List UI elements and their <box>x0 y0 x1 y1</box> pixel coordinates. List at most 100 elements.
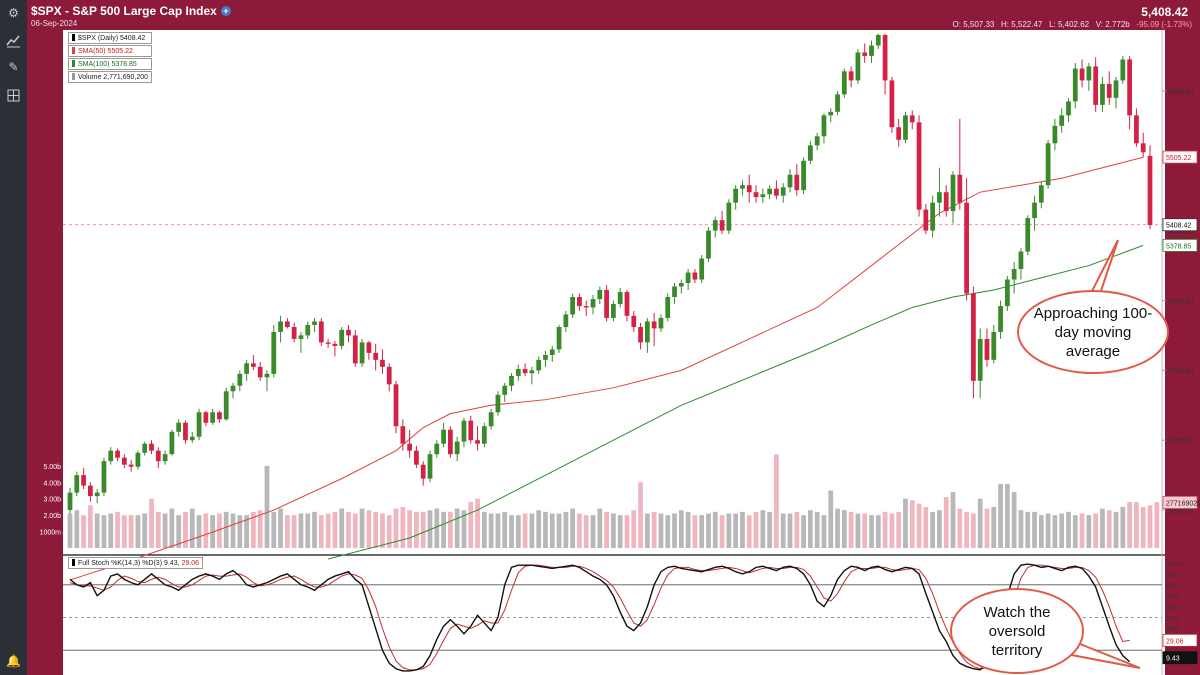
candle-body <box>787 174 793 188</box>
volume-bar <box>760 510 766 548</box>
volume-bar <box>108 513 114 548</box>
candle-body <box>984 338 990 360</box>
stoch-k-marker-box <box>1162 651 1198 665</box>
candle-body <box>461 420 467 442</box>
candle-body <box>1079 68 1085 81</box>
candle-body <box>692 272 698 280</box>
ohlc-readout: O: 5,507.33 H: 5,522.47 L: 5,402.62 V: 2… <box>953 20 1192 29</box>
tools-icon[interactable]: ✎ <box>8 60 19 74</box>
candle-body <box>169 431 175 455</box>
candle-body <box>672 286 677 297</box>
volume-bar <box>814 511 820 548</box>
ohlc-low: L: 5,402.62 <box>1049 20 1090 29</box>
volume-bar <box>481 511 487 548</box>
volume-bar <box>903 498 908 548</box>
volume-bar <box>821 515 827 548</box>
legend-volume: Volume 2,771,690,200 <box>68 71 153 83</box>
candle-body <box>373 352 379 360</box>
candle-body <box>74 475 80 493</box>
candle-body <box>699 258 705 280</box>
candle-body <box>203 412 209 423</box>
candle-body <box>291 327 297 339</box>
candle-body <box>835 94 840 112</box>
volume-bar <box>475 498 480 548</box>
candle-body <box>998 306 1003 332</box>
candle-body <box>658 317 664 329</box>
callout-sma: Approaching 100-day moving average <box>1017 290 1169 374</box>
volume-bar <box>1072 515 1078 548</box>
volume-bar <box>665 515 671 548</box>
candle-body <box>746 185 752 193</box>
volume-bar <box>1134 502 1139 548</box>
candle-body <box>230 385 236 392</box>
candle-body <box>502 385 508 395</box>
volume-bar <box>658 513 664 548</box>
settings-icon[interactable]: ⚙ <box>8 6 19 20</box>
volume-bar <box>855 513 861 548</box>
ohlc-open: O: 5,507.33 <box>952 20 995 29</box>
stoch-k-line <box>69 563 1131 672</box>
chart-icon[interactable] <box>6 33 21 48</box>
volume-bar <box>583 515 589 548</box>
add-icon[interactable]: + <box>220 6 231 16</box>
candle-body <box>108 450 114 462</box>
volume-bar <box>183 511 188 548</box>
volume-bar <box>1032 511 1037 548</box>
stoch-tick-label: 50.0 <box>1166 616 1179 623</box>
candle-body <box>352 335 358 364</box>
volume-bar <box>359 508 365 548</box>
price-legend: $SPX (Daily) 5408.42 SMA(50) 5505.22 SMA… <box>68 32 153 84</box>
ohlc-high: H: 5,522.47 <box>1001 20 1043 29</box>
candle-body <box>257 366 263 378</box>
volume-bar <box>977 498 983 548</box>
candle-body <box>407 443 412 451</box>
candle-body <box>862 52 868 56</box>
volume-bar <box>841 510 847 548</box>
volume-bar <box>509 515 514 548</box>
candle-body <box>556 327 562 350</box>
volume-bar <box>346 511 351 548</box>
volume-bar <box>644 513 650 548</box>
volume-bar <box>624 515 630 548</box>
candle-body <box>312 321 317 325</box>
candle-body <box>563 314 569 328</box>
candle-body <box>1066 101 1071 116</box>
volume-bar <box>733 513 739 548</box>
volume-bar <box>515 515 521 548</box>
volume-bar <box>522 513 528 548</box>
volume-bar <box>1127 502 1132 548</box>
volume-bar <box>380 513 385 548</box>
volume-bar <box>237 515 243 548</box>
candle-body <box>611 303 616 318</box>
volume-tick-label: 4.00b <box>43 480 61 487</box>
volume-bar <box>1004 483 1010 548</box>
volume-bar <box>366 510 372 548</box>
candle-body <box>991 331 997 360</box>
candle-body <box>943 192 949 212</box>
chart-date: 06-Sep-2024 <box>31 19 78 28</box>
volume-bar <box>305 513 311 548</box>
volume-bar <box>604 511 609 548</box>
volume-bar <box>1106 510 1112 548</box>
candle-body <box>1004 279 1010 307</box>
candle-body <box>930 202 936 231</box>
candle-body <box>101 461 107 493</box>
candle-body <box>162 454 168 462</box>
candle-body <box>712 220 718 231</box>
candle-body <box>135 452 141 467</box>
candle-body <box>325 342 331 344</box>
volume-bar <box>101 515 107 548</box>
alert-bell-icon[interactable]: 🔔 <box>6 654 21 668</box>
candle-body <box>1093 66 1099 105</box>
volume-bar <box>590 515 596 548</box>
layout-icon[interactable] <box>6 88 21 103</box>
volume-bar <box>488 513 494 548</box>
volume-bar <box>162 513 168 548</box>
volume-bar <box>251 511 256 548</box>
volume-bar <box>414 511 419 548</box>
candle-body <box>964 202 969 294</box>
volume-bar <box>611 513 616 548</box>
candle-body <box>597 290 603 300</box>
price-tick-label: 5400.00 <box>1168 229 1193 236</box>
volume-bar <box>121 515 127 548</box>
